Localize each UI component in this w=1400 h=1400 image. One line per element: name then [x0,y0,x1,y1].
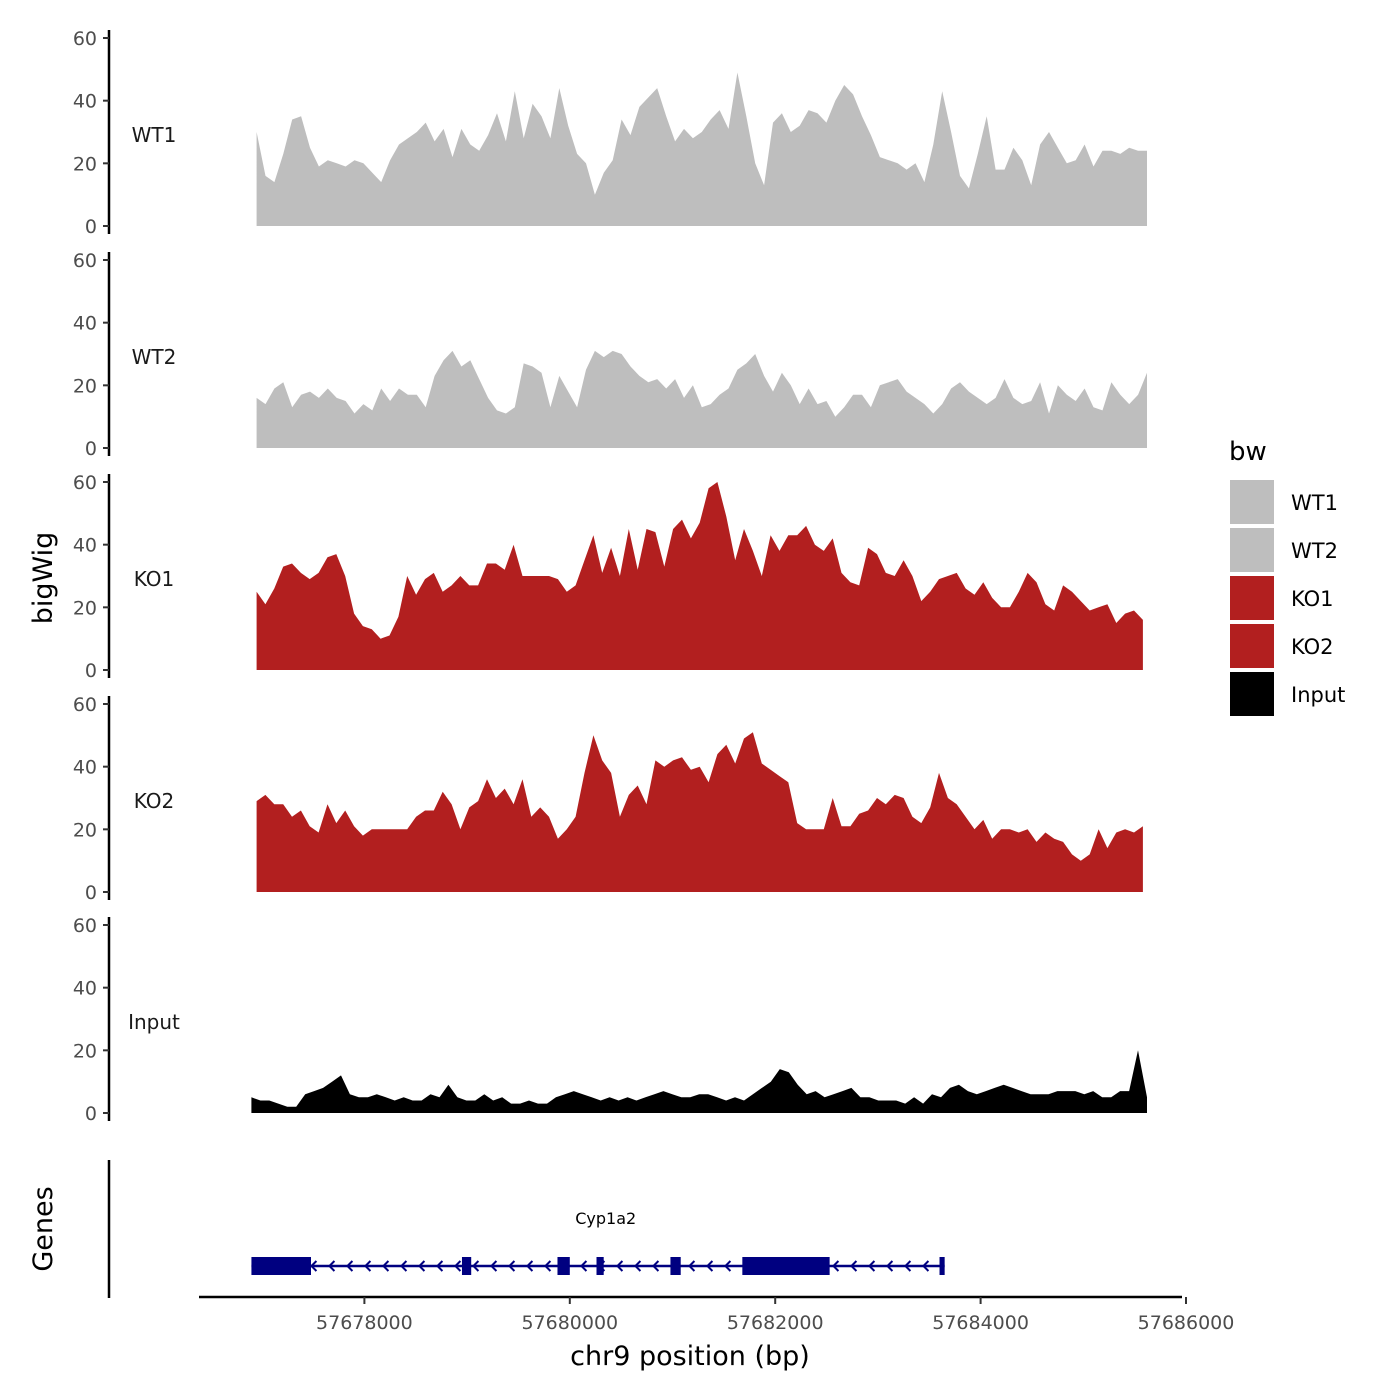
gene-track: Cyp1a2 [107,1160,945,1298]
gene-exon [461,1257,472,1275]
signal-tracks: 0 20 40 60 WT1 0 20 40 60 WT2 0 20 40 60 KO1 0 20 40 60 KO2… [73,28,1148,1125]
x-tick-label: 57682000 [727,1312,824,1334]
strand-arrow [346,1260,354,1272]
legend-swatch-wt1 [1230,480,1274,524]
y-tick-label: 60 [73,472,97,494]
signal-area-input [251,1050,1147,1113]
signal-area-wt2 [256,350,1148,448]
y-tick-label: 60 [73,694,97,716]
legend-title: bw [1229,437,1267,467]
signal-area-ko1 [256,482,1143,670]
y-tick-label: 0 [85,1103,97,1125]
legend-swatch-input [1230,672,1274,716]
x-axis: 57678000 57680000 57682000 57684000 57686000 [199,1295,1235,1334]
strand-arrow [706,1260,714,1272]
y-tick-label: 20 [73,819,97,841]
track-wt2: 0 20 40 60 WT2 [73,250,1148,460]
strand-arrow [634,1260,642,1272]
x-axis-title: chr9 position (bp) [570,1341,810,1372]
y-tick-label: 60 [73,250,97,272]
strand-arrow [364,1260,372,1272]
y-tick-label: 40 [73,91,97,113]
x-tick-label: 57686000 [1138,1312,1235,1334]
track-ko1: 0 20 40 60 KO1 [73,472,1143,682]
strand-arrow [382,1260,390,1272]
track-label: KO1 [134,567,175,591]
track-wt1: 0 20 40 60 WT1 [73,28,1148,238]
strand-arrow [868,1260,876,1272]
strand-arrow [490,1260,498,1272]
legend-swatch-wt2 [1230,528,1274,572]
strand-arrow [922,1260,930,1272]
gene-exon [596,1257,604,1275]
legend-label: Input [1291,683,1345,707]
track-label: Input [128,1010,180,1034]
y-tick-label: 20 [73,1040,97,1062]
strand-arrow [832,1260,840,1272]
y-tick-label: 20 [73,375,97,397]
track-label: WT1 [132,123,177,147]
strand-arrow [436,1260,444,1272]
gene-exon [557,1257,570,1275]
strand-arrow [526,1260,534,1272]
legend-label: KO2 [1291,635,1334,659]
y-tick-label: 40 [73,757,97,779]
y-tick-label: 0 [85,660,97,682]
track-label: WT2 [132,345,177,369]
gene-exon [670,1257,681,1275]
strand-arrow [544,1260,552,1272]
y-tick-label: 0 [85,438,97,460]
x-tick-label: 57684000 [932,1312,1029,1334]
strand-arrow [508,1260,516,1272]
strand-arrow [688,1260,696,1272]
strand-arrow [616,1260,624,1272]
y-tick-label: 20 [73,153,97,175]
genes-axis-title: Genes [28,1186,59,1271]
legend-swatch-ko2 [1230,624,1274,668]
signal-area-ko2 [256,732,1143,892]
x-tick-label: 57680000 [521,1312,618,1334]
y-tick-label: 0 [85,882,97,904]
track-label: KO2 [134,789,175,813]
y-tick-label: 20 [73,597,97,619]
y-tick-label: 0 [85,216,97,238]
strand-arrow [400,1260,408,1272]
y-tick-label: 60 [73,28,97,50]
legend: bw WT1 WT2 KO1 KO2 Input [1229,437,1345,716]
legend-label: KO1 [1291,587,1334,611]
track-ko2: 0 20 40 60 KO2 [73,694,1143,904]
gene-exon [251,1257,311,1275]
strand-arrow [310,1260,318,1272]
y-tick-label: 40 [73,978,97,1000]
strand-arrow [850,1260,858,1272]
y-tick-label: 60 [73,915,97,937]
signal-area-wt1 [256,72,1148,226]
strand-arrow [454,1260,462,1272]
gene-name-label: Cyp1a2 [575,1209,636,1228]
strand-arrow [724,1260,732,1272]
track-input: 0 20 40 60 Input [73,915,1147,1125]
y-tick-label: 40 [73,313,97,335]
y-tick-label: 40 [73,535,97,557]
x-tick-label: 57678000 [316,1312,413,1334]
legend-swatch-ko1 [1230,576,1274,620]
strand-arrow [904,1260,912,1272]
strand-arrow [580,1260,588,1272]
strand-arrow [328,1260,336,1272]
y-axis-title: bigWig [28,532,59,625]
legend-label: WT1 [1291,491,1338,515]
strand-arrow [886,1260,894,1272]
gene-exon [939,1257,945,1275]
strand-arrow [652,1260,660,1272]
gene-exon [742,1257,830,1275]
strand-arrow [418,1260,426,1272]
strand-arrow [472,1260,480,1272]
legend-label: WT2 [1291,539,1338,563]
